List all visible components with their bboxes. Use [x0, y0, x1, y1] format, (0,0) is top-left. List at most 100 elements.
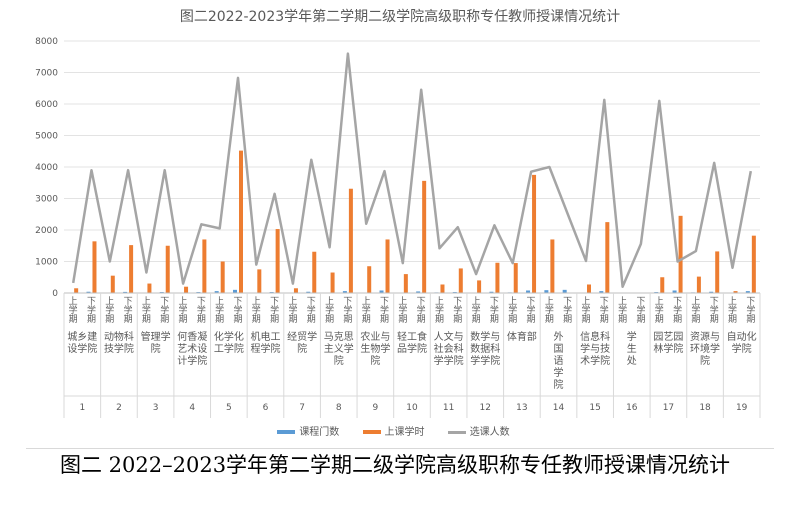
y-tick-label: 0 — [52, 289, 58, 299]
semester-label: 下学期 — [380, 297, 389, 325]
y-tick-label: 4000 — [35, 163, 58, 173]
semester-label: 下学期 — [307, 297, 316, 325]
y-tick-label: 8000 — [35, 37, 58, 47]
semester-label: 下学期 — [417, 297, 426, 325]
semester-label: 下学期 — [233, 297, 242, 325]
bar-hours — [495, 262, 500, 293]
group-number: 4 — [189, 403, 195, 413]
group-number: 12 — [480, 403, 491, 413]
bar-courses — [544, 290, 549, 293]
bar-hours — [550, 239, 555, 293]
group-label: 数学与数据科学学院 — [470, 330, 500, 367]
group-number: 11 — [443, 403, 454, 413]
bar-courses — [233, 289, 237, 293]
semester-label: 下学期 — [160, 297, 169, 325]
legend-item-courses: 课程门数 — [277, 423, 339, 438]
legend-swatch-courses — [277, 430, 296, 434]
semester-label: 下学期 — [527, 297, 536, 325]
semester-label: 下学期 — [270, 297, 279, 325]
bar-courses — [123, 291, 128, 293]
bar-hours — [275, 229, 280, 293]
semester-label: 下学期 — [490, 297, 499, 325]
group-number: 14 — [553, 403, 565, 413]
chart-title: 图二2022-2023学年第二学期二级学院高级职称专任教师授课情况统计 — [179, 9, 621, 25]
bar-hours — [74, 288, 79, 293]
bar-hours — [184, 286, 189, 293]
semester-label: 上学期 — [691, 296, 700, 325]
group-number: 5 — [226, 403, 232, 413]
bar-hours — [129, 245, 134, 293]
semester-label: 上学期 — [728, 296, 737, 325]
legend-swatch-enrollment — [447, 430, 466, 434]
bar-courses — [214, 291, 219, 293]
semester-label: 下学期 — [197, 297, 206, 325]
semester-label: 上学期 — [69, 296, 78, 325]
group-label: 学生处 — [627, 330, 637, 367]
y-tick-label: 1000 — [35, 258, 58, 268]
semester-label: 下学期 — [343, 297, 352, 325]
bar-hours — [422, 180, 427, 293]
group-number: 19 — [736, 403, 748, 413]
bar-courses — [526, 290, 531, 293]
semester-label: 上学期 — [105, 296, 114, 325]
group-label: 园艺园林学院 — [653, 331, 683, 355]
bar-hours — [348, 188, 353, 293]
bar-courses — [745, 291, 750, 293]
bar-hours — [330, 272, 335, 293]
group-number: 2 — [116, 403, 122, 413]
group-label: 机电工程学院 — [250, 330, 280, 355]
bar-hours — [605, 222, 610, 293]
semester-label: 下学期 — [563, 297, 572, 325]
semester-label: 上学期 — [215, 296, 224, 325]
bar-hours — [733, 291, 738, 293]
semester-label: 下学期 — [453, 297, 462, 325]
bar-courses — [86, 291, 91, 293]
group-number: 13 — [516, 403, 527, 413]
semester-label: 上学期 — [545, 296, 554, 325]
figure-caption: 图二 2022–2023学年第二学期二级学院高级职称专任教师授课情况统计 — [60, 453, 731, 477]
bar-hours — [202, 239, 207, 293]
semester-label: 上学期 — [252, 296, 261, 325]
group-number: 1 — [79, 403, 85, 413]
bar-hours — [458, 268, 463, 293]
bar-hours — [110, 275, 115, 293]
semester-label: 下学期 — [710, 297, 719, 325]
bar-hours — [385, 239, 390, 293]
semester-label: 下学期 — [746, 297, 755, 325]
bar-hours — [513, 263, 518, 293]
group-number: 17 — [663, 403, 674, 413]
bar-hours — [165, 245, 170, 293]
y-tick-label: 6000 — [35, 100, 58, 110]
bar-hours — [293, 288, 298, 293]
bar-hours — [147, 283, 152, 293]
group-label: 马克思主义学院 — [324, 331, 354, 367]
y-tick-label: 2000 — [35, 226, 58, 236]
semester-label: 下学期 — [673, 297, 682, 325]
semester-label: 下学期 — [124, 297, 133, 325]
group-number: 6 — [263, 403, 269, 413]
bar-hours — [660, 277, 665, 293]
bar-hours — [257, 269, 262, 293]
line-enrollment — [71, 52, 753, 288]
group-number: 9 — [373, 403, 379, 413]
bar-hours — [239, 150, 243, 293]
semester-label: 上学期 — [655, 296, 664, 325]
group-label: 自动化学院 — [727, 330, 757, 355]
bar-hours — [696, 276, 701, 293]
semester-label: 上学期 — [581, 296, 590, 325]
bar-hours — [678, 215, 683, 293]
legend: 课程门数 上课学时 选课人数 — [0, 423, 787, 438]
semester-label: 下学期 — [636, 297, 645, 325]
semester-label: 上学期 — [618, 296, 627, 325]
bar-hours — [715, 251, 720, 293]
bar-courses — [709, 291, 714, 293]
semester-label: 上学期 — [362, 296, 371, 325]
group-label: 体育部 — [507, 330, 537, 343]
chart-plot: 010002000300040005000600070008000上学期下学期上… — [35, 37, 761, 418]
bar-courses — [562, 289, 567, 293]
bar-hours — [403, 274, 408, 293]
group-number: 16 — [626, 403, 638, 413]
group-number: 15 — [589, 403, 600, 413]
bar-hours — [477, 280, 482, 293]
legend-item-enrollment: 选课人数 — [447, 423, 510, 438]
